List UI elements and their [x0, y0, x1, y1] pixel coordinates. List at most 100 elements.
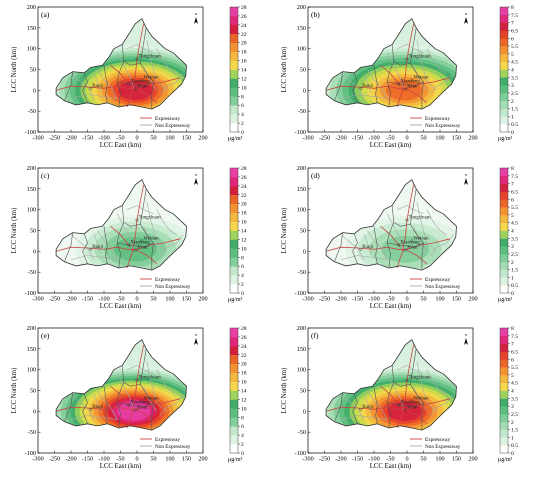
x-tick-label: 50 [420, 135, 426, 142]
expressway-road [396, 249, 405, 269]
y-tick-label: 200 [297, 4, 306, 11]
place-label: Xi'an [407, 246, 418, 251]
colorbar-tick-label: 14 [241, 389, 247, 395]
place-marker [135, 378, 139, 382]
colorbar-segment [230, 345, 238, 356]
district-boundary [103, 65, 108, 103]
legend-non-expressway-label: Non Expressway [425, 123, 461, 129]
colorbar-tick-label: 3 [511, 244, 514, 250]
non-expressway-road [413, 386, 428, 412]
colorbar-segment [500, 183, 508, 192]
colorbar-segment [500, 382, 508, 391]
colorbar-segment [230, 185, 238, 196]
colorbar-segment [230, 426, 238, 436]
panel-label: (b) [311, 10, 320, 19]
expressway-road [110, 225, 131, 248]
y-tick-label: 200 [27, 325, 36, 332]
place-label: Xianyang [130, 80, 150, 85]
expressway-road [396, 409, 405, 429]
x-tick-label: -300 [302, 135, 313, 142]
non-expressway-road [386, 52, 404, 89]
non-expressway-road [416, 361, 437, 412]
colorbar-segment [230, 96, 238, 106]
non-expressway-road [70, 234, 95, 260]
colorbar-tick-label: 22 [241, 353, 247, 359]
non-expressway-road [116, 52, 134, 89]
colorbar-segment [500, 175, 508, 184]
district-boundary [82, 393, 88, 424]
place-marker [359, 407, 363, 411]
colorbar-tick-label: 22 [241, 193, 247, 199]
region-boundary [55, 339, 187, 431]
colorbar-segment [230, 336, 238, 347]
colorbar-segment [500, 253, 508, 263]
non-expressway-road [70, 73, 95, 99]
legend-expressway-label: Expressway [425, 277, 450, 283]
colorbar-segment [500, 7, 508, 16]
x-tick-label: 150 [452, 456, 461, 463]
colorbar-tick-label: 4.5 [511, 221, 518, 227]
place-label: Baoji [362, 245, 373, 250]
x-tick-label: -250 [49, 135, 60, 142]
colorbar-segment [500, 199, 508, 208]
district-boundary [117, 402, 154, 408]
colorbar-segment [500, 14, 508, 23]
colorbar-tick-label: 22 [241, 32, 247, 38]
place-label: Baoji [92, 405, 103, 410]
x-tick-label: -100 [368, 296, 379, 303]
non-expressway-road [340, 394, 365, 420]
legend-expressway-label: Expressway [155, 437, 180, 443]
place-label: Tongchuan [139, 376, 162, 381]
x-tick-label: 200 [198, 296, 207, 303]
non-expressway-road [70, 255, 118, 260]
non-expressway-road [143, 226, 158, 252]
x-tick-label: 50 [420, 456, 426, 463]
expressway-road [126, 88, 135, 108]
colorbar-tick-label: 18 [241, 371, 247, 377]
region-boundary [55, 179, 187, 271]
place-marker [140, 239, 144, 243]
expressway-road [131, 23, 144, 91]
y-tick-label: 0 [33, 408, 36, 415]
y-tick-label: 100 [297, 207, 306, 214]
colorbar-tick-label: 8 [241, 255, 244, 261]
contour-level [117, 401, 151, 421]
north-arrow-icon [194, 17, 198, 24]
x-axis-label: LCC East (km) [100, 303, 142, 310]
north-arrow-icon [464, 178, 468, 185]
non-expressway-road [396, 205, 424, 215]
x-tick-label: 200 [468, 296, 477, 303]
north-label: N [195, 333, 198, 337]
colorbar-segment [230, 248, 238, 258]
district-boundary [121, 348, 147, 387]
x-tick-label: -150 [82, 135, 93, 142]
colorbar-tick-label: 26 [241, 14, 247, 20]
place-marker [127, 243, 131, 247]
expressway-road [55, 77, 180, 91]
colorbar-tick-label: 6 [511, 197, 514, 203]
place-label: Baoji [362, 405, 373, 410]
x-tick-label: 200 [468, 456, 477, 463]
non-expressway-road [340, 255, 388, 260]
x-tick-label: 0 [405, 456, 408, 463]
expressway-road [131, 344, 144, 412]
x-tick-label: -50 [116, 296, 124, 303]
colorbar-tick-label: 7.5 [511, 334, 518, 340]
y-axis-label: LCC North (km) [281, 368, 288, 414]
district-boundary [82, 233, 88, 264]
x-tick-label: 200 [198, 456, 207, 463]
colorbar-segment [500, 53, 508, 62]
y-tick-label: 150 [27, 186, 36, 193]
place-marker [403, 408, 407, 412]
place-marker [405, 57, 409, 61]
colorbar-tick-label: 3.5 [511, 236, 518, 242]
colorbar-segment [230, 372, 238, 382]
colorbar-tick-label: 5.5 [511, 365, 518, 371]
colorbar-tick-label: 3.5 [511, 75, 518, 81]
y-tick-label: -100 [25, 129, 36, 136]
district-boundary [82, 72, 88, 103]
x-tick-label: -50 [116, 135, 124, 142]
place-label: Tongchuan [409, 55, 432, 60]
place-marker [403, 248, 407, 252]
